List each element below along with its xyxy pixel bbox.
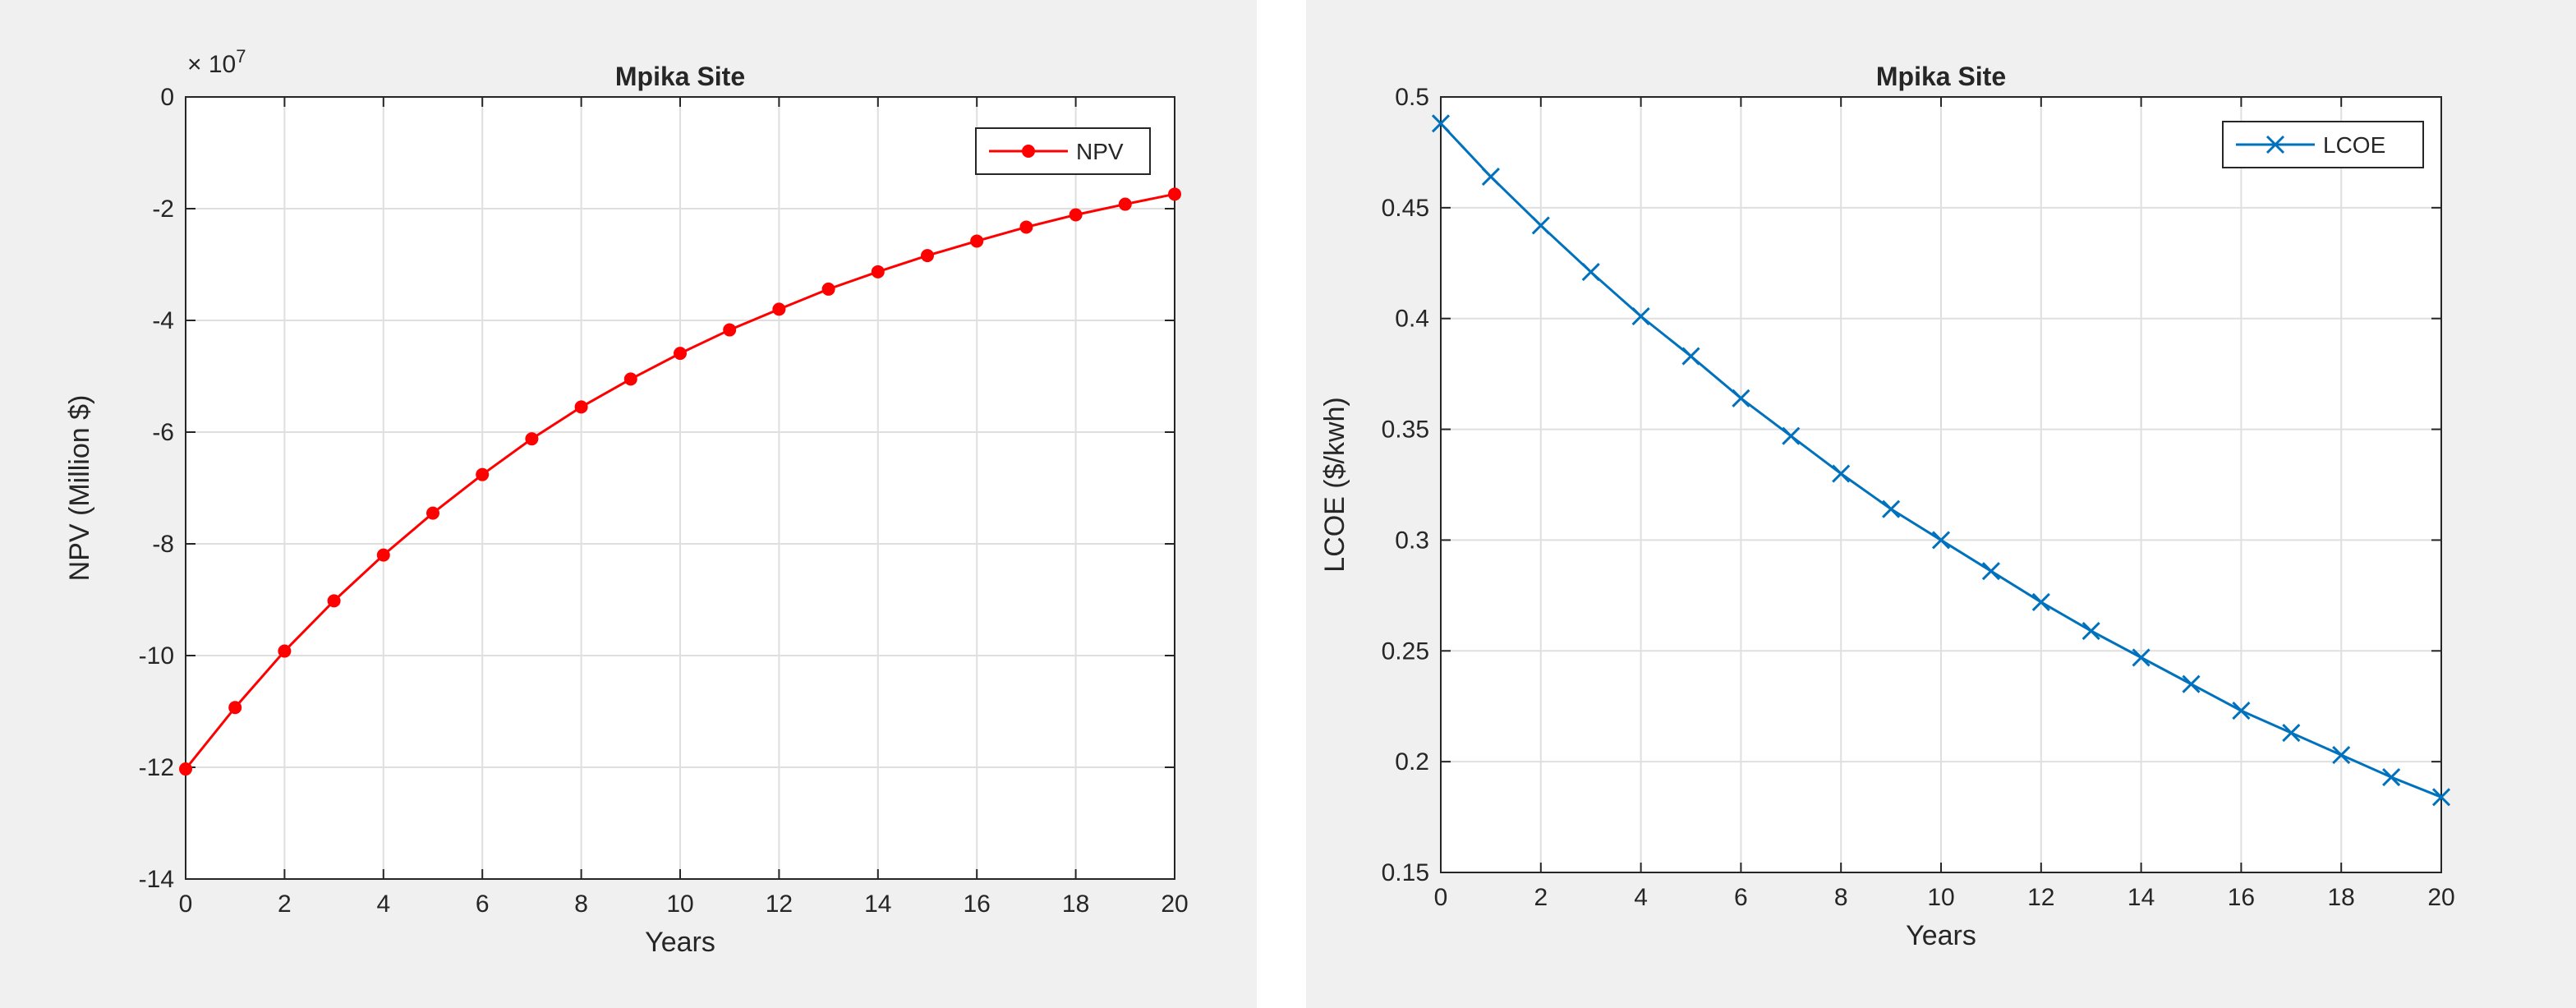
data-point bbox=[1931, 531, 1951, 550]
data-point bbox=[228, 701, 242, 715]
data-point bbox=[2132, 648, 2150, 667]
data-point bbox=[871, 265, 885, 278]
data-point bbox=[525, 432, 539, 446]
data-point bbox=[970, 234, 984, 248]
y-axis-label: LCOE ($/kwh) bbox=[1319, 397, 1350, 573]
x-tick-label: 14 bbox=[2128, 884, 2155, 911]
data-point bbox=[1581, 263, 1600, 282]
data-point bbox=[2382, 767, 2401, 787]
data-point bbox=[1069, 208, 1083, 222]
data-point bbox=[327, 594, 341, 608]
x-tick-label: 18 bbox=[1062, 891, 1089, 918]
x-tick-label: 2 bbox=[278, 891, 292, 918]
data-point bbox=[1168, 187, 1181, 201]
legend-marker bbox=[1022, 145, 1035, 158]
y-tick-label: 0.15 bbox=[1382, 859, 1429, 886]
data-point bbox=[2332, 745, 2351, 765]
data-point bbox=[1782, 426, 1801, 445]
data-point bbox=[921, 249, 934, 263]
data-point bbox=[2431, 788, 2451, 807]
y-tick-label: 0.35 bbox=[1382, 417, 1429, 444]
x-axis-label: Years bbox=[1906, 920, 1976, 951]
y-tick-label: -8 bbox=[152, 531, 174, 558]
data-point bbox=[723, 323, 737, 337]
legend-marker bbox=[2266, 135, 2285, 154]
chart-1: 0 2 4 6 8 10 12 14 16 18 20 0.5 0.45 0.4 0.35 0.3 0.25 0.… bbox=[1319, 62, 2455, 951]
x-tick-label: 10 bbox=[666, 891, 693, 918]
data-point bbox=[1681, 347, 1700, 366]
x-tick-label: 12 bbox=[766, 891, 793, 918]
y-tick-label: 0.2 bbox=[1395, 748, 1429, 776]
x-tick-label: 8 bbox=[574, 891, 588, 918]
x-tick-label: 0 bbox=[179, 891, 193, 918]
legend-label: NPV bbox=[1076, 139, 1124, 164]
data-point bbox=[1631, 306, 1650, 326]
y-tick-label: -10 bbox=[139, 642, 174, 670]
x-tick-label: 0 bbox=[1434, 884, 1448, 911]
x-tick-label: 4 bbox=[376, 891, 390, 918]
data-point bbox=[1019, 220, 1033, 234]
x-axis-label: Years bbox=[645, 927, 715, 958]
data-point bbox=[2232, 702, 2251, 720]
panel-gap bbox=[1257, 0, 1306, 1008]
x-tick-label: 16 bbox=[964, 891, 991, 918]
y-tick-label: 0.25 bbox=[1382, 637, 1429, 665]
chart-title: Mpika Site bbox=[1876, 62, 2006, 91]
y-tick-label: 0.5 bbox=[1395, 84, 1429, 111]
data-point bbox=[1882, 499, 1901, 518]
data-point bbox=[821, 282, 835, 296]
x-tick-label: 16 bbox=[2228, 884, 2255, 911]
data-point bbox=[574, 400, 588, 414]
data-point bbox=[476, 467, 490, 481]
data-point bbox=[1981, 562, 2000, 581]
y-tick-label: -14 bbox=[139, 866, 174, 893]
data-point bbox=[2182, 674, 2201, 693]
x-tick-label: 8 bbox=[1834, 884, 1848, 911]
data-point bbox=[2082, 621, 2100, 641]
data-point bbox=[179, 762, 192, 776]
data-point bbox=[623, 372, 637, 386]
y-axis-label: NPV (Million $) bbox=[64, 395, 95, 582]
y-tick-label: -4 bbox=[152, 307, 174, 334]
chart-0: 0 2 4 6 8 10 12 14 16 18 20 0 -2 -4 -6 -8 -10 -12 -14 Mpika… bbox=[64, 46, 1189, 958]
data-point bbox=[2031, 592, 2050, 612]
y-tick-label: -2 bbox=[152, 196, 174, 223]
y-tick-label: 0 bbox=[160, 84, 174, 111]
chart-title: Mpika Site bbox=[615, 62, 745, 91]
x-tick-label: 2 bbox=[1534, 884, 1548, 911]
legend-label: LCOE bbox=[2323, 132, 2385, 158]
y-tick-label: -12 bbox=[139, 754, 174, 781]
data-point bbox=[1481, 168, 1500, 186]
data-point bbox=[426, 506, 439, 520]
x-tick-label: 20 bbox=[2427, 884, 2454, 911]
data-point bbox=[1431, 114, 1451, 133]
data-point bbox=[772, 302, 786, 316]
y-tick-label: 0.45 bbox=[1382, 195, 1429, 222]
data-point bbox=[1118, 197, 1132, 211]
y-exponent-label: × 107 bbox=[187, 46, 246, 78]
y-tick-label: 0.4 bbox=[1395, 306, 1429, 333]
data-point bbox=[1832, 464, 1851, 483]
x-tick-label: 10 bbox=[1927, 884, 1954, 911]
data-point bbox=[278, 644, 292, 658]
data-point bbox=[1531, 216, 1550, 235]
x-tick-label: 4 bbox=[1634, 884, 1648, 911]
data-point bbox=[674, 347, 687, 361]
data-point bbox=[376, 548, 390, 562]
x-tick-label: 12 bbox=[2027, 884, 2054, 911]
y-tick-label: -6 bbox=[152, 419, 174, 446]
data-point bbox=[1732, 389, 1750, 407]
y-tick-label: 0.3 bbox=[1395, 527, 1429, 554]
x-tick-label: 6 bbox=[476, 891, 490, 918]
data-point bbox=[2282, 724, 2301, 743]
x-tick-label: 14 bbox=[864, 891, 891, 918]
x-tick-label: 6 bbox=[1734, 884, 1748, 911]
x-tick-label: 18 bbox=[2328, 884, 2355, 911]
x-tick-label: 20 bbox=[1161, 891, 1188, 918]
